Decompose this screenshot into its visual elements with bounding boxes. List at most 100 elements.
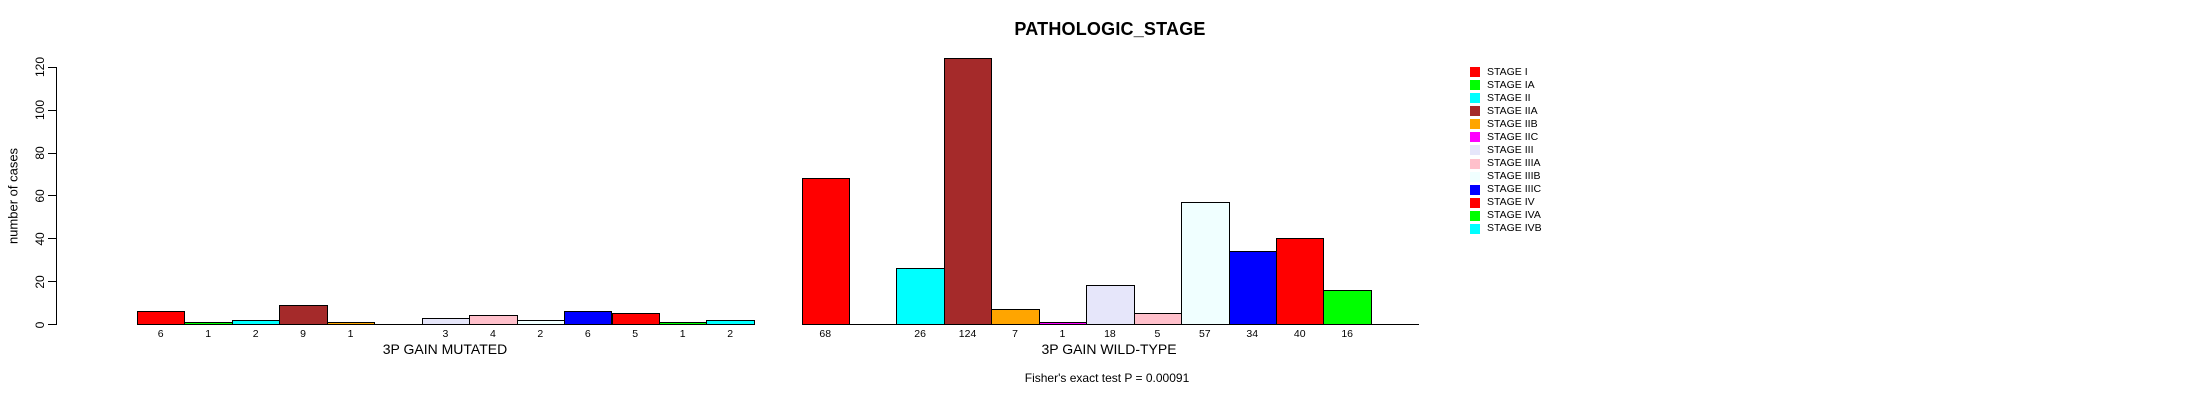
bar-stage-ii [896,268,945,325]
legend-label: STAGE IIIC [1487,183,1542,196]
fisher-test-annotation: Fisher's exact test P = 0.00091 [1024,371,1190,385]
legend-label: STAGE IA [1487,78,1535,91]
bar-stage-iiia [1133,313,1183,325]
bar-value-label: 16 [1341,328,1354,340]
bar-stage-ia [184,322,233,325]
bar-value-label: 3 [442,328,449,340]
y-tick-label: 120 [33,57,47,78]
legend-item: STAGE IIC [1470,131,1538,144]
bar-value-label: 18 [1104,328,1116,340]
legend-item: STAGE IVA [1470,209,1541,222]
bar-stage-iva [658,322,708,325]
y-tick [47,66,56,68]
legend-label: STAGE IV [1487,196,1535,209]
bar-stage-iib [991,309,1040,325]
bar-value-label: 2 [252,328,259,340]
chart-title: PATHOLOGIC_STAGE [1014,19,1206,39]
y-tick [47,281,56,283]
y-axis-label: number of cases [5,147,21,245]
bar-stage-ivb [706,320,755,325]
bar-stage-ii [231,320,281,325]
legend-swatch [1470,171,1480,182]
legend-swatch [1470,184,1480,195]
legend-swatch [1470,158,1480,169]
bar-value-label: 34 [1246,328,1259,340]
legend-item: STAGE I [1470,66,1528,79]
legend-swatch [1470,197,1480,208]
bar-stage-iii [1086,285,1135,325]
bar-stage-iv [1276,238,1325,325]
bar-stage-iv [611,313,660,325]
bar-stage-iii [421,318,471,325]
bar-stage-iia [279,305,328,325]
bar-stage-iib [326,322,376,325]
bar-stage-i [801,178,850,325]
legend-item: STAGE III [1470,144,1533,157]
y-tick [47,152,56,154]
y-tick-label: 100 [33,100,47,121]
y-tick [47,195,56,197]
bar-value-label: 2 [537,328,544,340]
bar-stage-iiic [564,311,613,325]
bar-value-label: 5 [632,328,639,340]
legend-swatch [1470,119,1480,130]
legend-label: STAGE IVA [1487,209,1541,222]
y-tick [47,238,56,240]
legend-swatch [1470,223,1480,234]
bar-stage-iic [1038,322,1088,325]
bar-value-label: 4 [489,328,496,340]
y-tick-label: 0 [33,321,47,328]
legend-label: STAGE IIA [1487,104,1538,117]
bar-value-label: 1 [1059,328,1066,340]
bar-value-label: 1 [205,328,212,340]
bar-stage-iia [943,58,993,325]
y-axis [55,66,57,325]
legend-label: STAGE IVB [1487,222,1542,235]
legend-label: STAGE I [1487,65,1528,78]
bar-value-label: 5 [1154,328,1161,340]
bar-value-label: 9 [300,328,306,340]
bar-value-label: 68 [819,328,832,340]
bar-stage-iiib [1181,202,1230,325]
legend-item: STAGE IVB [1470,222,1542,235]
legend-swatch [1470,132,1480,143]
legend-item: STAGE IIIC [1470,183,1541,196]
legend-swatch [1470,106,1480,117]
bar-stage-iiia [469,315,518,325]
x-axis-label-wild-type: 3P GAIN WILD-TYPE [1041,341,1177,357]
bar-value-label: 7 [1012,328,1018,340]
bar-value-label: 6 [157,328,164,340]
y-tick-label: 20 [33,274,47,289]
bar-value-label: 57 [1198,328,1211,340]
legend-label: STAGE IIB [1487,117,1538,130]
bar-value-label: 124 [958,328,977,340]
legend-item: STAGE IIA [1470,105,1538,118]
bar-value-label: 26 [914,328,926,340]
legend-swatch [1470,67,1480,77]
legend-label: STAGE IIIB [1487,170,1541,183]
legend-label: STAGE III [1487,143,1534,156]
legend-label: STAGE IIC [1487,130,1539,143]
legend-item: STAGE IIIA [1470,157,1540,170]
legend-item: STAGE IV [1470,196,1535,209]
legend-item: STAGE II [1470,92,1531,105]
legend-swatch [1470,210,1480,221]
legend-item: STAGE IA [1470,79,1535,92]
bar-value-label: 6 [584,328,591,340]
bar-stage-iva [1323,290,1372,325]
y-tick-label: 40 [33,232,47,246]
legend-swatch [1470,93,1480,104]
legend-item: STAGE IIIB [1470,170,1540,183]
y-tick-label: 80 [33,146,47,160]
bar-value-label: 2 [727,328,734,340]
y-tick [47,324,56,325]
y-tick-label: 60 [33,189,47,203]
bar-stage-i [137,311,186,325]
bar-stage-iiic [1228,251,1277,325]
legend-swatch [1470,145,1480,156]
bar-value-label: 1 [679,328,686,340]
bar-value-label: 40 [1293,328,1306,340]
legend-label: STAGE IIIA [1487,157,1541,170]
bar-value-label: 1 [347,328,354,340]
